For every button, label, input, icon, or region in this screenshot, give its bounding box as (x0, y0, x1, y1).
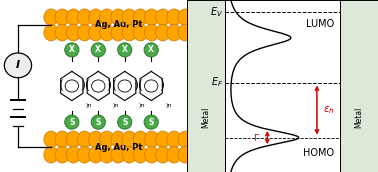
Text: )n: )n (166, 103, 172, 108)
Ellipse shape (156, 131, 170, 148)
Ellipse shape (65, 43, 79, 57)
Ellipse shape (178, 9, 192, 25)
Text: Metal: Metal (355, 106, 363, 128)
Ellipse shape (88, 147, 103, 163)
Ellipse shape (144, 24, 159, 41)
Text: X: X (95, 45, 101, 54)
Text: )n: )n (86, 103, 92, 108)
Text: S: S (69, 118, 74, 127)
Ellipse shape (88, 131, 103, 148)
Text: )n: )n (113, 103, 119, 108)
Ellipse shape (44, 147, 58, 163)
Ellipse shape (100, 147, 114, 163)
Bar (340, 0, 378, 172)
Ellipse shape (144, 131, 159, 148)
Text: (: ( (59, 79, 64, 93)
Text: ): ) (159, 79, 164, 93)
Text: (: ( (85, 79, 90, 93)
Ellipse shape (133, 9, 148, 25)
Ellipse shape (100, 131, 114, 148)
Text: X: X (148, 45, 154, 54)
Ellipse shape (133, 24, 148, 41)
Ellipse shape (133, 147, 148, 163)
Ellipse shape (91, 115, 105, 129)
Ellipse shape (55, 24, 70, 41)
Ellipse shape (178, 147, 192, 163)
Text: Metal: Metal (202, 106, 211, 128)
Text: LUMO: LUMO (306, 19, 334, 29)
Text: $\Gamma$: $\Gamma$ (253, 132, 260, 143)
Ellipse shape (118, 115, 132, 129)
Ellipse shape (44, 131, 58, 148)
Ellipse shape (133, 131, 148, 148)
Ellipse shape (156, 24, 170, 41)
Text: Ag, Au, Pt: Ag, Au, Pt (95, 20, 143, 29)
Ellipse shape (167, 131, 181, 148)
Ellipse shape (167, 147, 181, 163)
Text: S: S (149, 118, 154, 127)
Text: HOMO: HOMO (303, 148, 334, 158)
Ellipse shape (77, 131, 92, 148)
Ellipse shape (66, 9, 81, 25)
Text: ): ) (133, 79, 138, 93)
Text: X: X (69, 45, 75, 54)
Ellipse shape (55, 131, 70, 148)
Ellipse shape (77, 147, 92, 163)
Ellipse shape (144, 43, 158, 57)
Ellipse shape (156, 9, 170, 25)
Text: $E_V$: $E_V$ (210, 5, 223, 19)
Text: (: ( (112, 79, 117, 93)
Text: S: S (96, 118, 101, 127)
Ellipse shape (178, 24, 192, 41)
Text: $E_F$: $E_F$ (211, 76, 223, 89)
Ellipse shape (178, 131, 192, 148)
Ellipse shape (44, 24, 58, 41)
Ellipse shape (55, 147, 70, 163)
Ellipse shape (111, 147, 125, 163)
Bar (187, 0, 225, 172)
Ellipse shape (122, 9, 136, 25)
Ellipse shape (144, 115, 158, 129)
Ellipse shape (111, 131, 125, 148)
Text: $\varepsilon_h$: $\varepsilon_h$ (323, 104, 335, 116)
Text: S: S (122, 118, 127, 127)
Ellipse shape (91, 43, 105, 57)
Ellipse shape (122, 131, 136, 148)
Text: X: X (122, 45, 128, 54)
Ellipse shape (65, 115, 79, 129)
Text: ): ) (106, 79, 111, 93)
Ellipse shape (118, 43, 132, 57)
Ellipse shape (77, 9, 92, 25)
Ellipse shape (77, 24, 92, 41)
Text: I: I (16, 60, 20, 70)
Text: Ag, Au, Pt: Ag, Au, Pt (95, 143, 143, 152)
Ellipse shape (66, 131, 81, 148)
Circle shape (5, 53, 32, 78)
Ellipse shape (111, 9, 125, 25)
Ellipse shape (122, 147, 136, 163)
Text: )n: )n (139, 103, 145, 108)
Ellipse shape (100, 9, 114, 25)
Ellipse shape (144, 147, 159, 163)
Ellipse shape (100, 24, 114, 41)
Ellipse shape (88, 24, 103, 41)
Ellipse shape (88, 9, 103, 25)
Text: ): ) (80, 79, 85, 93)
Ellipse shape (66, 147, 81, 163)
Ellipse shape (156, 147, 170, 163)
Ellipse shape (66, 24, 81, 41)
Ellipse shape (111, 24, 125, 41)
Ellipse shape (44, 9, 58, 25)
Ellipse shape (167, 9, 181, 25)
Ellipse shape (167, 24, 181, 41)
Text: (: ( (138, 79, 143, 93)
Ellipse shape (55, 9, 70, 25)
Ellipse shape (144, 9, 159, 25)
Ellipse shape (122, 24, 136, 41)
